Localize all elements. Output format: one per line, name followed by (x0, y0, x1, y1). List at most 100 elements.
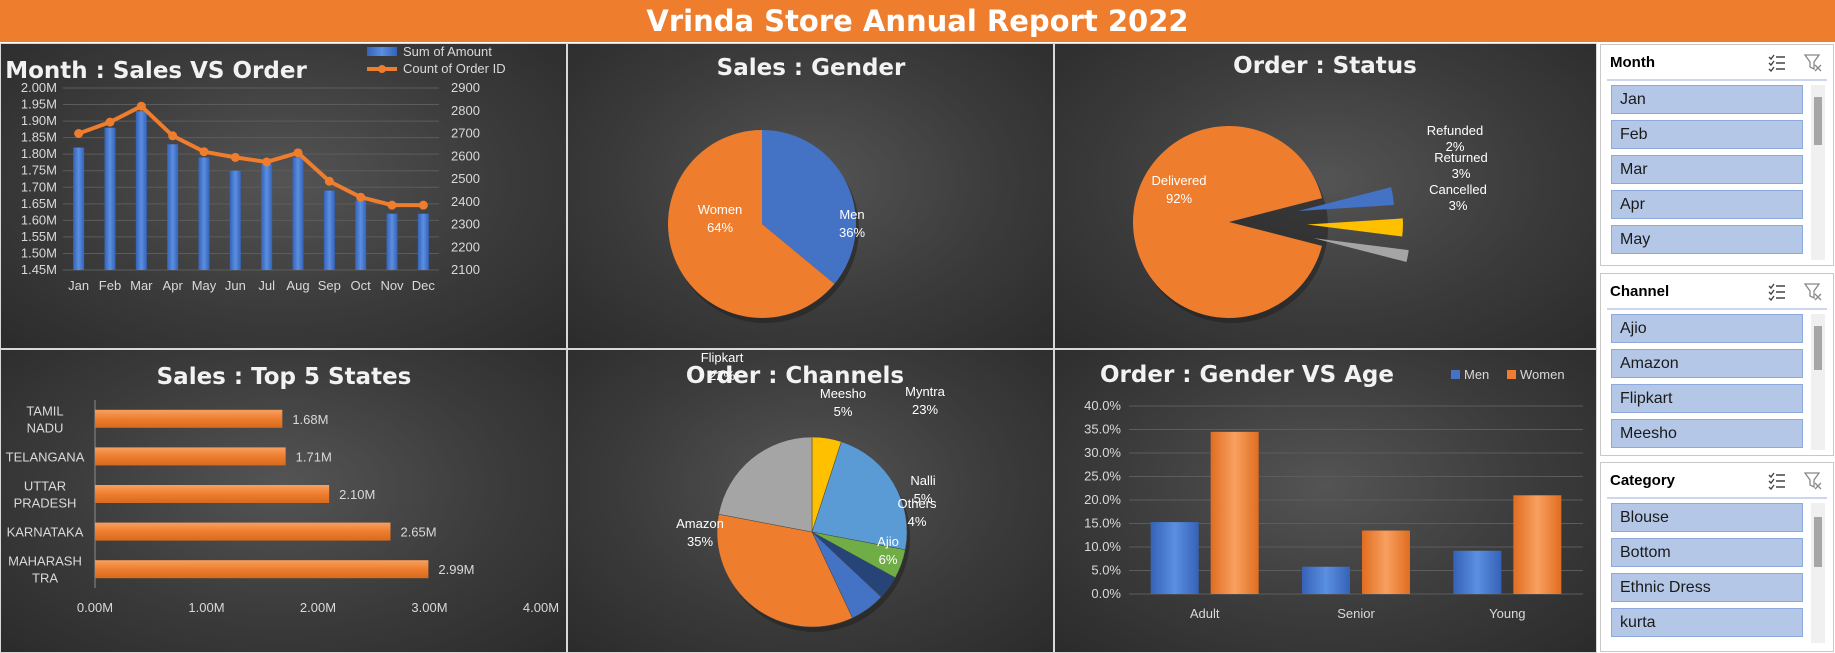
legend-marker (378, 65, 386, 73)
slicer-scrollbar[interactable] (1811, 85, 1825, 260)
y-tick-label: TRA (32, 571, 58, 586)
chart-title: Sales : Gender (717, 55, 906, 81)
y-tick-label: 1.95M (21, 97, 57, 112)
slicer-scrollbar[interactable] (1811, 503, 1825, 643)
slice-label: Delivered (1152, 173, 1207, 188)
slicer-header: Month (1607, 45, 1827, 81)
legend-swatch-women (1507, 370, 1516, 379)
slice-label: Flipkart (701, 350, 744, 365)
x-tick-label: Young (1489, 606, 1525, 621)
slice-value: 22% (709, 368, 735, 383)
y-tick-label: UTTAR (24, 479, 66, 494)
y-tick-label: 1.85M (21, 130, 57, 145)
line-point (293, 148, 303, 158)
slice-value: 64% (707, 220, 733, 235)
x-tick-label: May (192, 278, 217, 293)
x-tick-label: Nov (380, 278, 404, 293)
clear-filter-icon[interactable] (1803, 52, 1823, 72)
y2-tick-label: 2400 (451, 194, 480, 209)
slicer-title: Category (1610, 472, 1676, 489)
pie-slice (811, 441, 908, 551)
x-tick-label: Adult (1190, 606, 1220, 621)
x-tick-label: 1.00M (188, 600, 224, 615)
x-tick-label: Aug (286, 278, 309, 293)
multi-select-icon[interactable] (1767, 52, 1787, 72)
slicer-item[interactable]: Blouse (1611, 503, 1803, 532)
line-point (199, 147, 209, 157)
legend-label: Sum of Amount (403, 44, 492, 59)
slice-label: Returned (1434, 150, 1487, 165)
bar (292, 157, 304, 270)
slicer-item[interactable]: Ethnic Dress (1611, 573, 1803, 602)
line-point (74, 129, 84, 138)
slice-label: Ajio (877, 534, 899, 549)
x-tick-label: Jul (258, 278, 275, 293)
series-line (77, 104, 424, 208)
slicer-item[interactable]: Feb (1611, 120, 1803, 149)
slicer-scrollbar[interactable] (1811, 314, 1825, 450)
slicer-item[interactable]: Flipkart (1611, 384, 1803, 413)
slicer-item[interactable]: kurta (1611, 608, 1803, 637)
bar (1302, 566, 1350, 594)
bar-value-label: 2.99M (438, 562, 474, 577)
order-status-chart: Order : Status Delivered 92% Cancelled 3% Ret… (1054, 43, 1597, 349)
y-tick-label: 0.0% (1091, 586, 1121, 601)
bar (323, 190, 335, 270)
bar (167, 144, 179, 270)
bar (95, 409, 283, 428)
bar (73, 147, 85, 270)
y2-tick-label: 2200 (451, 239, 480, 254)
pie-slice (1306, 218, 1403, 237)
clear-filter-icon[interactable] (1803, 281, 1823, 301)
gender-vs-age-chart: Order : Gender VS Age 0.0% 5.0% 10.0% 15.0% 2… (1054, 349, 1597, 653)
y2-tick-label: 2100 (451, 262, 480, 277)
pie-slice (1313, 238, 1409, 262)
slicer-items: Ajio Amazon Flipkart Meesho (1611, 314, 1803, 454)
slicer-item[interactable]: Meesho (1611, 419, 1803, 448)
y-tick-label: 20.0% (1084, 492, 1121, 507)
y2-tick-label: 2800 (451, 103, 480, 118)
line-point (262, 157, 272, 167)
x-tick-label: Sep (318, 278, 341, 293)
channel-slicer[interactable]: Channel Ajio Amazon Flipkart Meesho (1600, 273, 1834, 456)
pie-slice (1132, 126, 1322, 318)
slicer-item[interactable]: Amazon (1611, 349, 1803, 378)
slice-value: 92% (1166, 191, 1192, 206)
y-tick-label: 1.50M (21, 245, 57, 260)
line-point (356, 192, 366, 202)
category-slicer[interactable]: Category Blouse Bottom Ethnic Dress kurta (1600, 462, 1834, 652)
top-states-chart: Sales : Top 5 States 0.00M 1.00M 2.00M 3.00M… (0, 349, 567, 653)
bar-value-label: 1.71M (296, 449, 332, 464)
slice-value: 5% (834, 404, 853, 419)
x-tick-label: Apr (163, 278, 184, 293)
multi-select-icon[interactable] (1767, 470, 1787, 490)
x-tick-label: Jan (68, 278, 89, 293)
slicer-item[interactable]: Mar (1611, 155, 1803, 184)
bar (95, 447, 286, 466)
bar-value-label: 1.68M (292, 412, 328, 427)
slicer-item[interactable]: Apr (1611, 190, 1803, 219)
slice-label: Men (839, 207, 864, 222)
slicer-item[interactable]: May (1611, 225, 1803, 254)
line-point (105, 117, 115, 127)
multi-select-icon[interactable] (1767, 281, 1787, 301)
slicer-title: Month (1610, 54, 1655, 71)
sales-vs-order-chart: Month : Sales VS Order 1.45M 1.50M 1.55M 1.6… (0, 43, 567, 349)
slicer-item[interactable]: Jan (1611, 85, 1803, 114)
pie-slice (716, 513, 853, 628)
y-tick-label: 35.0% (1084, 422, 1121, 437)
month-slicer[interactable]: Month Jan Feb Mar Apr May (1600, 44, 1834, 266)
slice-label: Others (897, 496, 937, 511)
chart-title: Order : Status (1233, 53, 1417, 79)
legend-label: Men (1464, 367, 1489, 382)
slicer-item[interactable]: Ajio (1611, 314, 1803, 343)
clear-filter-icon[interactable] (1803, 470, 1823, 490)
y-tick-label: 1.90M (21, 113, 57, 128)
slicer-item[interactable]: Bottom (1611, 538, 1803, 567)
pie-slice (762, 130, 857, 284)
x-tick-label: 2.00M (300, 600, 336, 615)
y-tick-label: 1.55M (21, 229, 57, 244)
bar (1210, 431, 1259, 594)
line-point (168, 131, 178, 141)
line-point (418, 200, 428, 210)
